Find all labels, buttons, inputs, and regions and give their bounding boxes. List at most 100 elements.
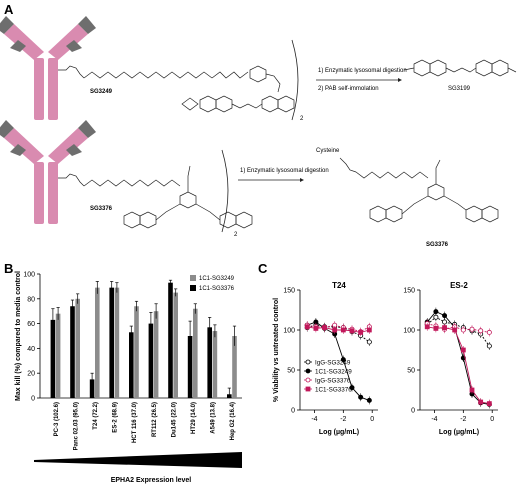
sg3376-subscript: 2 (234, 232, 238, 238)
legend-label: 1C1-SG3376 (199, 286, 235, 292)
data-point (322, 325, 327, 331)
data-point (304, 324, 310, 330)
legend-marker (305, 386, 311, 392)
x-tick-label: -4 (311, 416, 317, 423)
category-label: HCT 116 (37.0) (132, 402, 138, 443)
antibody-icon-bottom (0, 120, 96, 224)
data-point (433, 325, 439, 331)
bar (95, 287, 100, 398)
antibody-icon-top (0, 16, 96, 120)
bracket-bottom (221, 149, 229, 233)
sg3376-structure (58, 165, 253, 229)
data-point (313, 325, 319, 331)
series-line (427, 326, 490, 405)
y-tick-label: 50 (407, 368, 415, 375)
y-tick-label: 100 (23, 272, 35, 279)
data-point (349, 385, 355, 391)
data-point (486, 401, 492, 407)
x-tick-label: -2 (340, 416, 346, 423)
sg3249-subscript: 2 (300, 116, 304, 122)
arrowhead-bottom-icon (300, 178, 304, 182)
legend-label: 1C1-SG3249 (199, 276, 235, 282)
chart-title: ES-2 (450, 281, 468, 290)
bar (50, 319, 56, 398)
data-point (486, 329, 492, 335)
data-point (442, 319, 448, 325)
data-point (433, 314, 439, 320)
dose-response-es2: ES-2 0 50 100 150 -4 -2 0 Log (µg/mL) (403, 281, 498, 436)
data-point (469, 387, 475, 393)
chart-title: T24 (332, 281, 346, 290)
data-point (460, 327, 466, 333)
bar (232, 336, 237, 398)
sg3199-structure (403, 59, 517, 77)
data-point (366, 397, 372, 403)
y-tick-label: 80 (27, 296, 35, 303)
bar (193, 308, 198, 398)
data-point (442, 313, 448, 319)
y-tick-label: 60 (27, 321, 35, 328)
dose-response-t24: T24 0 50 100 150 -4 -2 0 Log (µg/mL) % Viability … (273, 281, 378, 436)
bar (212, 331, 218, 398)
category-label: HT29 (14.0) (191, 402, 197, 434)
arrowhead-top-icon (398, 78, 402, 82)
y-tick-label: 100 (283, 328, 295, 335)
x-axis-title: Log (µg/mL) (439, 429, 479, 436)
category-label: Hep G2 (16.4) (230, 402, 236, 440)
panel-b-letter: B (4, 261, 13, 276)
bar (109, 287, 114, 398)
category-label: PC-3 (102.6) (54, 402, 60, 436)
sg3376-label: SG3376 (90, 206, 113, 212)
category-label: T24 (72.2) (93, 402, 99, 430)
bar (207, 327, 212, 398)
data-point (358, 329, 364, 335)
legend-marker (305, 377, 311, 383)
y-tick-label: 0 (411, 408, 415, 415)
legend-label: 1C1-SG3249 (315, 368, 352, 375)
y-tick-label: 0 (31, 396, 35, 403)
x-tick-label: -2 (460, 416, 466, 423)
y-tick-label: 20 (27, 371, 35, 378)
bar (75, 298, 80, 398)
sg3249-structure (58, 65, 295, 113)
bar (114, 287, 120, 398)
legend-swatch (190, 285, 196, 291)
category-label: Panc 02.03 (95.0) (73, 402, 79, 450)
y-tick-label: 0 (291, 408, 295, 415)
bar (89, 379, 95, 398)
bar (187, 336, 193, 398)
sg3199-label: SG3199 (448, 86, 471, 92)
category-label: ES-2 (68.9) (113, 402, 119, 433)
data-point (424, 324, 430, 330)
data-point (358, 394, 364, 400)
panel-a-letter: A (4, 2, 14, 17)
expression-wedge (34, 452, 242, 468)
y-tick-label: 150 (403, 288, 415, 295)
data-point (478, 399, 484, 405)
category-label: Du145 (22.0) (171, 402, 177, 437)
bar (148, 323, 154, 398)
data-point (442, 325, 447, 331)
sg3249-label: SG3249 (90, 89, 113, 95)
data-point (433, 309, 439, 315)
legend-marker (305, 368, 311, 374)
data-point (332, 327, 338, 333)
sg3376-product-label: SG3376 (426, 242, 449, 248)
data-point (349, 328, 355, 334)
x-axis-title: Log (µg/mL) (319, 429, 359, 436)
y-tick-label: 100 (403, 328, 415, 335)
bracket-top (291, 39, 299, 121)
bar (70, 306, 75, 398)
data-point (366, 339, 372, 345)
bar (134, 306, 139, 398)
sg3376-product-structure (339, 157, 499, 223)
data-point (469, 326, 475, 332)
data-point (366, 327, 372, 333)
category-label: RT112 (26.5) (152, 402, 158, 437)
bar (153, 311, 159, 398)
bottom-step1: 1) Enzymatic lysosomal digestion (240, 168, 329, 174)
legend-swatch (190, 275, 196, 281)
y-tick-label: 40 (27, 346, 35, 353)
data-point (460, 347, 466, 353)
